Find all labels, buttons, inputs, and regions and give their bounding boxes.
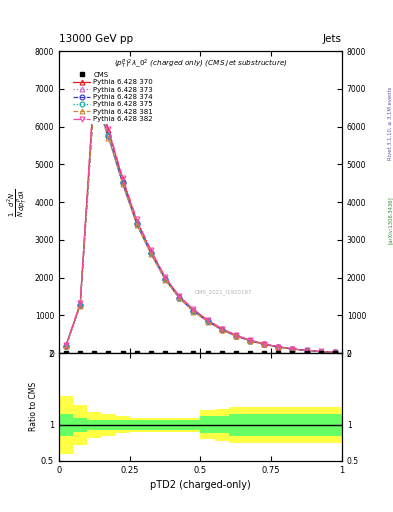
Text: 13000 GeV pp: 13000 GeV pp bbox=[59, 33, 133, 44]
X-axis label: pTD2 (charged-only): pTD2 (charged-only) bbox=[150, 480, 251, 490]
Text: CMS_2021_I1920187: CMS_2021_I1920187 bbox=[194, 290, 252, 295]
Legend: CMS, Pythia 6.428 370, Pythia 6.428 373, Pythia 6.428 374, Pythia 6.428 375, Pyt: CMS, Pythia 6.428 370, Pythia 6.428 373,… bbox=[71, 70, 155, 124]
Text: [arXiv:1306.3436]: [arXiv:1306.3436] bbox=[387, 196, 392, 244]
Text: $(p_T^P)^2\lambda\_0^2$ (charged only) (CMS jet substructure): $(p_T^P)^2\lambda\_0^2$ (charged only) (… bbox=[114, 57, 287, 71]
Y-axis label: $\frac{1}{N}\frac{d^2N}{dp_T^P d\lambda}$: $\frac{1}{N}\frac{d^2N}{dp_T^P d\lambda}… bbox=[7, 188, 30, 217]
Text: Rivet 3.1.10, ≥ 3.1M events: Rivet 3.1.10, ≥ 3.1M events bbox=[387, 86, 392, 160]
Text: Jets: Jets bbox=[323, 33, 342, 44]
Y-axis label: Ratio to CMS: Ratio to CMS bbox=[29, 382, 38, 432]
